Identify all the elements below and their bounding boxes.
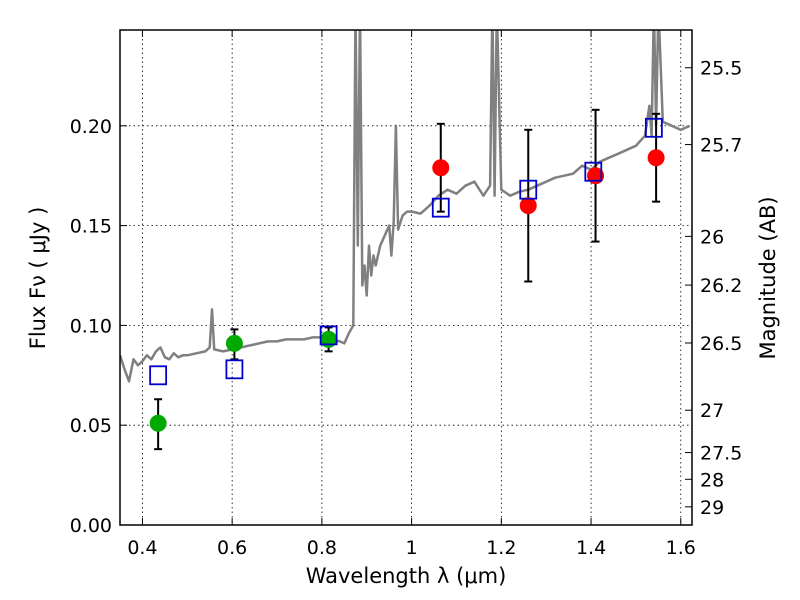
y2-tick-label: 26.2 <box>700 275 742 297</box>
y-tick-label: 0.10 <box>70 315 112 337</box>
axis-ticks: 0.4 0.6 0.8 1 1.2 1.4 1.6 0.00 0.05 0.10 0.15 0.20 2… <box>70 30 742 559</box>
model-square <box>584 161 603 182</box>
data-point <box>149 414 167 432</box>
data-point <box>587 167 605 185</box>
y-tick-label: 0.00 <box>70 515 112 537</box>
model-square <box>519 179 538 200</box>
model-square <box>319 325 338 346</box>
data-point <box>519 197 537 215</box>
spectrum-line <box>120 30 691 383</box>
y2-tick-label: 27.5 <box>700 443 742 465</box>
y-tick-label: 0.05 <box>70 415 112 437</box>
x-tick-label: 1.2 <box>486 537 516 559</box>
model-square <box>225 359 244 380</box>
y2-tick-label: 26 <box>700 226 724 248</box>
y-tick-label: 0.15 <box>70 216 112 238</box>
x-tick-label: 0.6 <box>217 537 247 559</box>
model-square <box>644 117 663 138</box>
data-point <box>225 334 243 352</box>
y2-tick-label: 25.5 <box>700 58 742 80</box>
x-tick-label: 1 <box>406 537 418 559</box>
plot-frame <box>119 29 693 526</box>
data-point <box>647 149 665 167</box>
grid-lines <box>120 30 692 526</box>
x-tick-label: 0.8 <box>307 537 337 559</box>
y2-tick-label: 26.5 <box>700 333 742 355</box>
y2-tick-label: 25.7 <box>700 135 742 157</box>
data-point <box>432 159 450 177</box>
x-tick-label: 1.6 <box>666 537 696 559</box>
y-tick-label: 0.20 <box>70 116 112 138</box>
x-tick-label: 1.4 <box>576 537 606 559</box>
y2-tick-label: 28 <box>700 469 724 491</box>
x-axis-label: Wavelength λ (μm) <box>306 564 507 588</box>
y2-tick-label: 29 <box>700 497 724 519</box>
y-axis-label: Flux Fν ( μJy ) <box>26 207 50 350</box>
plot-area <box>120 30 691 451</box>
model-square <box>149 365 168 386</box>
y2-tick-label: 27 <box>700 400 724 422</box>
model-square <box>431 197 450 218</box>
plot-background <box>120 30 692 525</box>
x-tick-label: 0.4 <box>127 537 157 559</box>
y2-axis-label: Magnitude (AB) <box>756 196 780 359</box>
